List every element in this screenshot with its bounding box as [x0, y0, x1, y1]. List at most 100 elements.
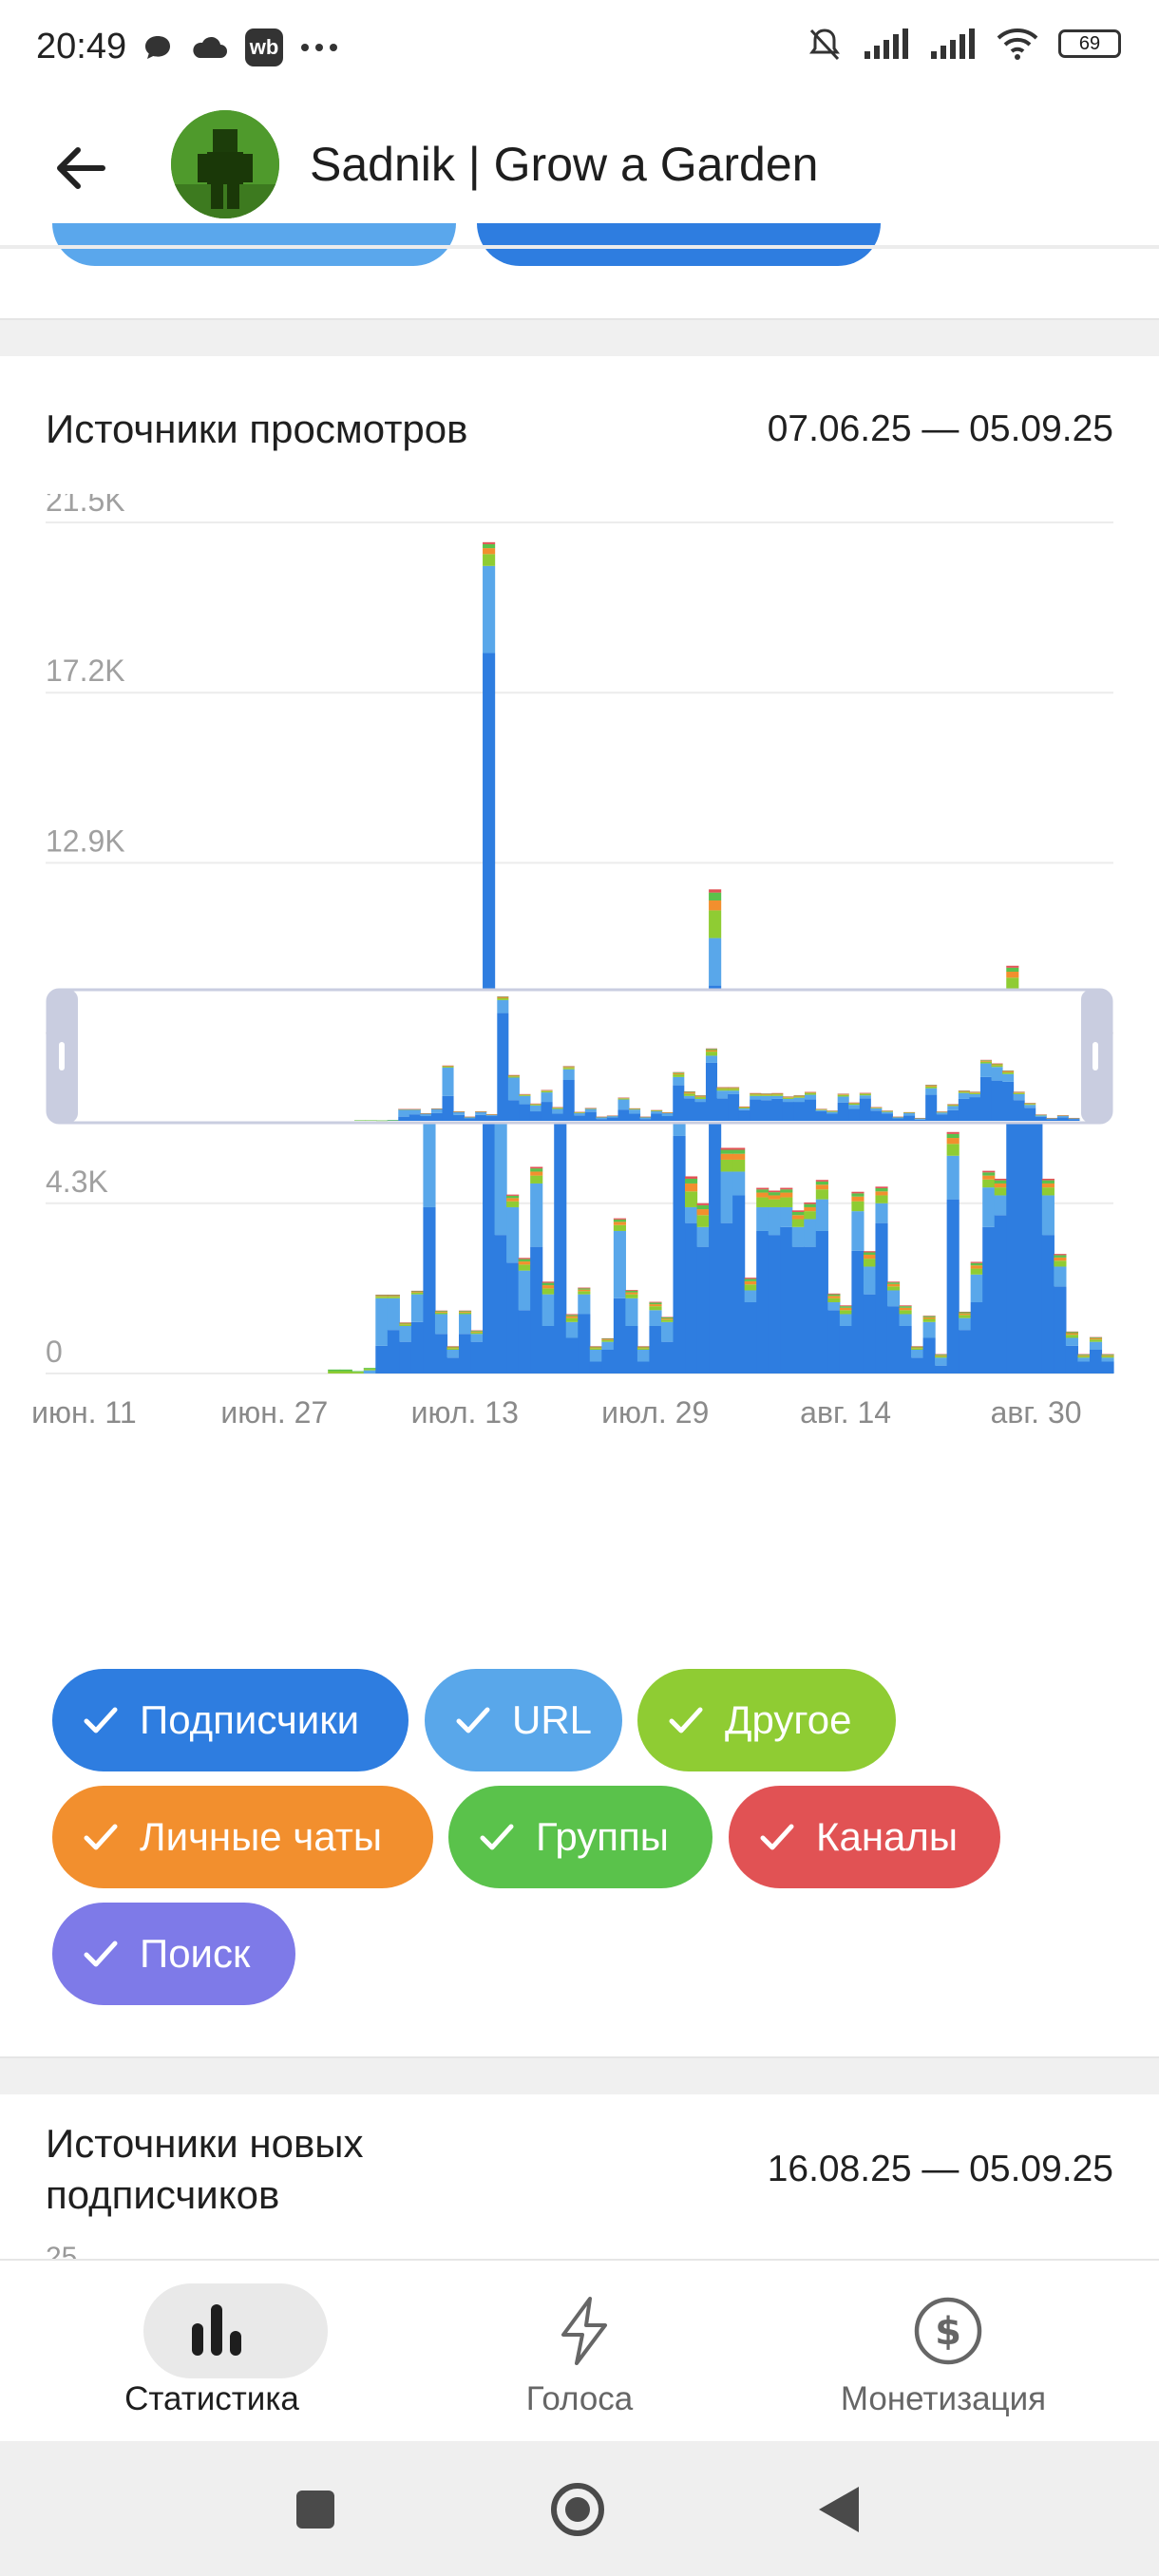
bar-segment: [661, 1318, 674, 1319]
navigator-bar-segment: [673, 1073, 684, 1074]
bar-segment: [649, 1326, 661, 1373]
bar-segment: [542, 1326, 555, 1373]
bar-segment: [495, 1235, 507, 1373]
bar-segment: [578, 1288, 590, 1289]
bar-segment: [697, 1227, 710, 1247]
channel-avatar[interactable]: [171, 110, 279, 218]
navigator-bar-segment: [706, 1063, 717, 1121]
bar-segment: [614, 1222, 626, 1224]
navigator-bar-segment: [1057, 1117, 1069, 1121]
bar-segment: [1101, 1357, 1113, 1361]
filter-toggle[interactable]: Каналы: [729, 1786, 1000, 1888]
bar-segment: [923, 1316, 936, 1317]
recents-square-icon[interactable]: [294, 2489, 336, 2530]
bar-segment: [923, 1337, 936, 1373]
navigator-bar-segment: [739, 1110, 750, 1121]
status-left-icons: wb: [142, 28, 338, 66]
filter-toggle[interactable]: Группы: [448, 1786, 712, 1888]
bar-segment: [542, 1288, 555, 1294]
bar-segment: [435, 1311, 447, 1312]
bar-segment: [328, 1371, 340, 1373]
filter-toggle[interactable]: Личные чаты: [52, 1786, 433, 1888]
navigator-bar-segment: [937, 1114, 948, 1121]
navigator-bar-segment: [420, 1116, 431, 1121]
bar-segment: [1090, 1339, 1102, 1342]
signal-icon-2: [929, 27, 977, 61]
bar-segment: [732, 1171, 745, 1195]
filter-toggle-label: Личные чаты: [140, 1814, 382, 1860]
bar-segment: [709, 938, 721, 986]
bar-segment: [375, 1297, 388, 1298]
bar-segment: [506, 1202, 519, 1207]
navigator-bar-segment: [662, 1116, 674, 1121]
bar-segment: [709, 889, 721, 892]
bar-segment: [732, 1147, 745, 1149]
bar-segment: [721, 1154, 733, 1160]
navigator-bar-segment: [585, 1112, 597, 1121]
bar-segment: [566, 1322, 579, 1338]
chart-range-navigator: [48, 990, 1112, 1123]
bar-segment: [935, 1366, 947, 1373]
navigator-bar-segment: [574, 1113, 585, 1115]
back-arrow-icon[interactable]: [48, 135, 114, 201]
bar-segment: [721, 1147, 733, 1149]
bar-segment: [446, 1350, 459, 1357]
navigator-bar-segment: [508, 1076, 520, 1077]
bar-segment: [661, 1317, 674, 1318]
filter-toggle[interactable]: Другое: [637, 1669, 896, 1771]
check-icon: [666, 1700, 706, 1740]
bar-segment: [519, 1260, 531, 1262]
bar-segment: [375, 1296, 388, 1297]
bar-segment: [995, 1187, 1007, 1195]
bar-segment: [364, 1371, 376, 1373]
back-triangle-icon[interactable]: [815, 2485, 863, 2534]
subscribers-sources-date-range[interactable]: 16.08.25 — 05.09.25: [768, 2149, 1113, 2190]
bar-segment: [1066, 1337, 1078, 1345]
navigator-bar-segment: [925, 1086, 937, 1087]
nav-item-monetization[interactable]: $ Монетизация: [750, 2261, 1136, 2443]
filter-toggle[interactable]: URL: [425, 1669, 622, 1771]
nav-item-statistics[interactable]: Статистика: [19, 2261, 405, 2443]
navigator-bar-segment: [848, 1109, 860, 1121]
bar-segment: [459, 1313, 471, 1315]
bar-segment: [328, 1370, 340, 1372]
bar-segment: [388, 1295, 400, 1296]
bar-segment: [709, 893, 721, 900]
bar-segment: [566, 1314, 579, 1315]
check-icon: [757, 1817, 797, 1857]
navigator-bar-segment: [508, 1100, 520, 1121]
bar-segment: [732, 1195, 745, 1373]
section-separator: [0, 318, 1159, 356]
navigator-bar-segment: [694, 1097, 706, 1099]
filter-toggle[interactable]: Поиск: [52, 1903, 295, 2005]
bar-segment: [1066, 1332, 1078, 1333]
nav-item-votes[interactable]: Голоса: [387, 2261, 772, 2443]
bar-segment: [935, 1355, 947, 1356]
bar-segment: [661, 1342, 674, 1373]
x-tick-label: июл. 29: [601, 1395, 709, 1430]
bar-segment: [827, 1310, 840, 1373]
bar-segment: [1066, 1335, 1078, 1337]
bar-segment: [697, 1203, 710, 1205]
bar-segment: [590, 1350, 602, 1362]
bar-segment: [1054, 1255, 1066, 1258]
bar-segment: [446, 1346, 459, 1347]
bar-segment: [530, 1176, 542, 1184]
bar-segment: [471, 1332, 484, 1333]
bar-segment: [780, 1193, 792, 1198]
bar-segment: [649, 1302, 661, 1304]
bar-segment: [590, 1347, 602, 1348]
home-circle-icon[interactable]: [549, 2481, 606, 2538]
views-sources-date-range[interactable]: 07.06.25 — 05.09.25: [768, 408, 1113, 450]
navigator-bar-segment: [969, 1094, 980, 1097]
bar-segment: [483, 542, 495, 544]
check-icon: [477, 1817, 517, 1857]
bell-muted-icon: [806, 25, 844, 63]
bar-segment: [614, 1225, 626, 1231]
bar-segment: [375, 1295, 388, 1296]
navigator-bar-segment: [542, 1091, 553, 1092]
bar-segment: [590, 1346, 602, 1347]
bar-segment: [1066, 1346, 1078, 1373]
filter-toggle[interactable]: Подписчики: [52, 1669, 408, 1771]
